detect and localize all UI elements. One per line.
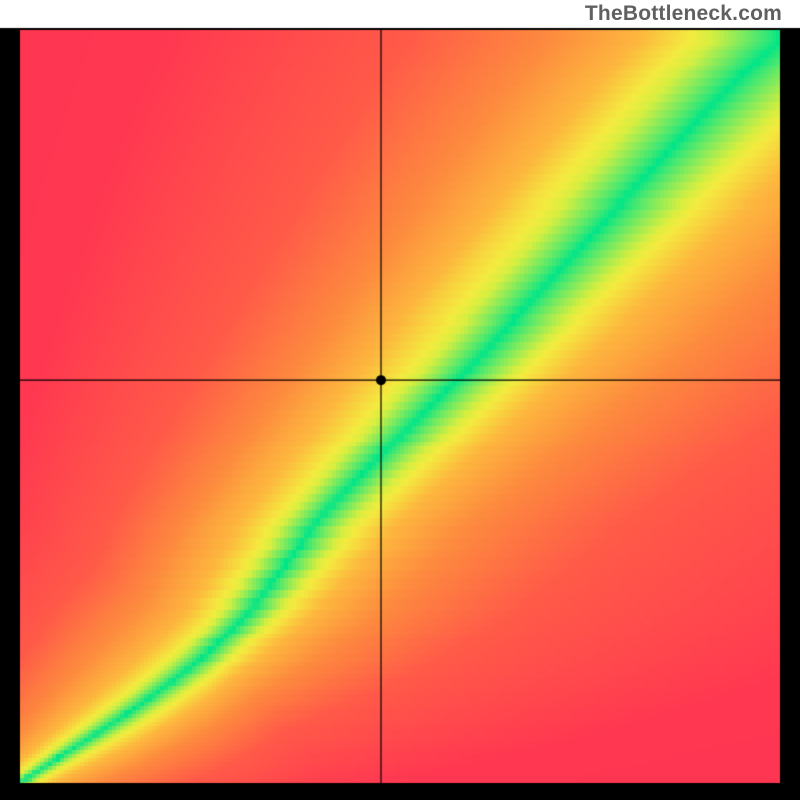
watermark-text: TheBottleneck.com xyxy=(585,2,782,26)
bottleneck-chart-container: TheBottleneck.com xyxy=(0,0,800,800)
heatmap-canvas xyxy=(0,0,800,800)
